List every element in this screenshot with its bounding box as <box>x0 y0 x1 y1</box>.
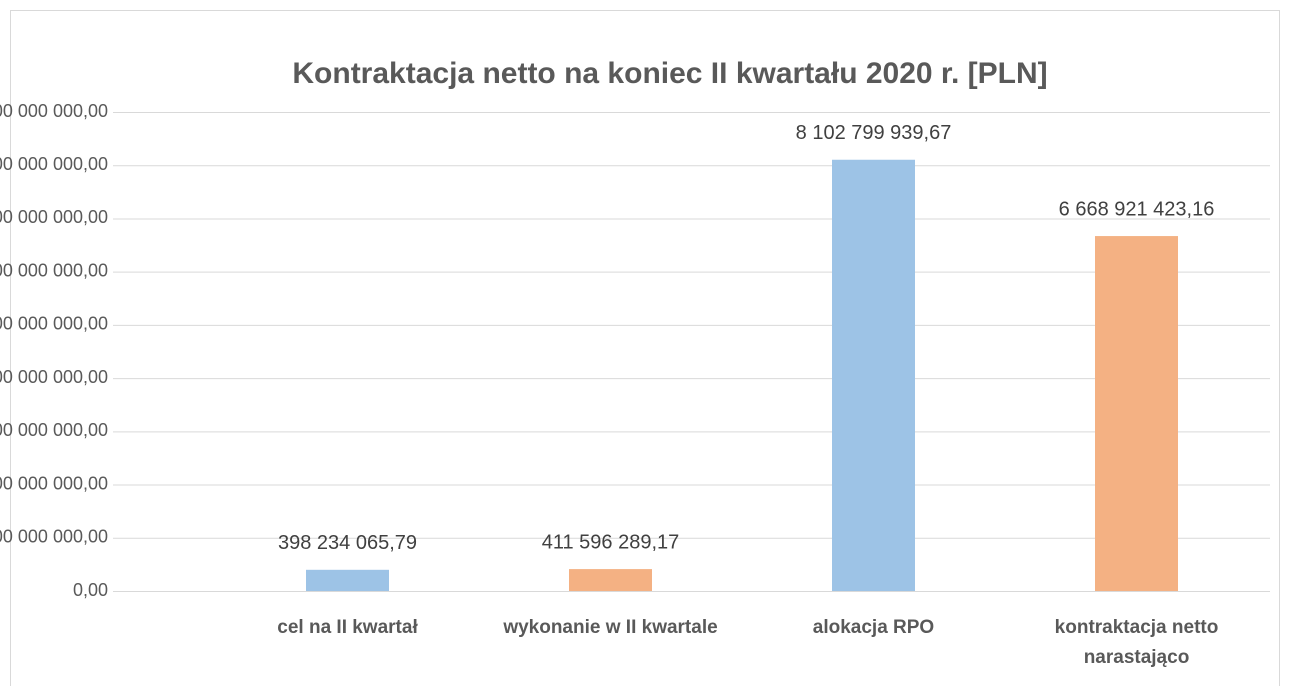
y-tick-label: 5 000 000 000,00 <box>0 314 108 334</box>
x-tick-label: wykonanie w II kwartale <box>503 617 718 638</box>
y-tick-label: 2 000 000 000,00 <box>0 473 108 493</box>
chart-frame <box>10 10 1280 686</box>
x-tick-label: cel na II kwartał <box>277 617 418 638</box>
x-tick-label: kontraktacja netto narastająco <box>1054 617 1219 668</box>
chart-title: Kontraktacja netto na koniec II kwartału… <box>292 57 1047 90</box>
value-label: 398 234 065,79 <box>278 532 417 554</box>
value-label: 8 102 799 939,67 <box>796 122 952 144</box>
x-tick-label: alokacja RPO <box>812 617 935 638</box>
y-tick-label: 1 000 000 000,00 <box>0 527 108 547</box>
y-tick-label: 3 000 000 000,00 <box>0 420 108 440</box>
bar <box>569 569 652 591</box>
y-tick-label: 0,00 <box>73 580 108 600</box>
y-tick-label: 7 000 000 000,00 <box>0 207 108 227</box>
y-tick-label: 9 000 000 000,00 <box>0 101 108 121</box>
value-label: 411 596 289,17 <box>542 531 680 553</box>
bar <box>1095 236 1178 591</box>
value-label: 6 668 921 423,16 <box>1059 198 1215 220</box>
y-tick-label: 4 000 000 000,00 <box>0 367 108 387</box>
y-tick-label: 8 000 000 000,00 <box>0 154 108 174</box>
bar <box>832 159 915 591</box>
y-tick-label: 6 000 000 000,00 <box>0 260 108 280</box>
bar <box>306 569 389 591</box>
